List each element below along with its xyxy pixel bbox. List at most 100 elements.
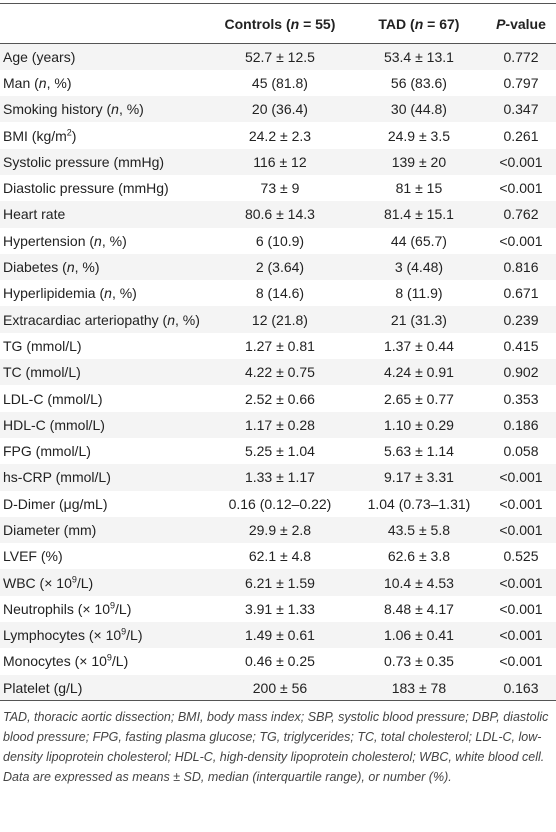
text-run: Hyperlipidemia ( <box>3 285 105 302</box>
text-run: Controls ( <box>224 15 291 32</box>
table-body: Age (years) 52.7 ± 12.5 53.4 ± 13.1 0.772 Ma… <box>0 43 556 701</box>
table-cell: 3 (4.48) <box>394 259 444 276</box>
row-label: HDL-C (mmol/L) <box>3 416 105 433</box>
table-row: hs-CRP (mmol/L) 1.33 ± 1.17 9.17 ± 3.31 <0.… <box>0 464 556 491</box>
table-cell: 183 ± 78 <box>391 679 447 696</box>
table-cell: 52.7 ± 12.5 <box>244 48 315 65</box>
text-run: -value <box>505 15 546 32</box>
text-run: 9 <box>106 652 112 663</box>
table-cell: <0.001 <box>499 180 543 197</box>
row-label: Systolic pressure (mmHg) <box>3 153 165 170</box>
table-cell: 0.73 ± 0.35 <box>383 653 454 670</box>
text-run: n <box>38 74 47 91</box>
table-cell: 200 ± 56 <box>252 679 308 696</box>
table-cell: 53.4 ± 13.1 <box>383 48 454 65</box>
table-row: Systolic pressure (mmHg) 116 ± 12 139 ± 20… <box>0 148 556 175</box>
table-cell: 8.48 ± 4.17 <box>383 600 454 617</box>
table-row: D-Dimer (μg/mL) 0.16 (0.12–0.22) 1.04 (0.7… <box>0 491 556 517</box>
table-cell: 24.9 ± 3.5 <box>387 127 451 144</box>
table-row: Platelet (g/L) 200 ± 56 183 ± 78 0.163 <box>0 674 556 701</box>
table-cell: 1.27 ± 0.81 <box>244 337 315 354</box>
text-run: 9 <box>71 573 77 584</box>
data-table: Controls (n = 55) TAD (n = 67) P-value Age… <box>0 3 556 701</box>
text-run: n <box>111 101 119 118</box>
table-cell: 20 (36.4) <box>251 101 308 118</box>
table-cell: 2 (3.64) <box>255 259 305 276</box>
text-run: Monocytes (× 10 <box>3 653 107 670</box>
table-cell: 0.762 <box>503 206 539 223</box>
table-cell: 10.4 ± 4.53 <box>383 574 454 591</box>
table-cell: 139 ± 20 <box>391 153 447 170</box>
table-cell: <0.001 <box>499 153 543 170</box>
table-cell: 45 (81.8) <box>251 74 308 91</box>
row-label: D-Dimer (μg/mL) <box>3 495 108 512</box>
table-row: LDL-C (mmol/L) 2.52 ± 0.66 2.65 ± 0.77 0.35… <box>0 385 556 411</box>
header-cell <box>0 4 208 44</box>
table-row: Diastolic pressure (mmHg) 73 ± 9 81 ± 15 <0… <box>0 175 556 201</box>
table-cell: 5.25 ± 1.04 <box>244 443 315 460</box>
page-body: Controls (n = 55) TAD (n = 67) P-value Age… <box>0 3 556 832</box>
text-run: n <box>94 232 102 249</box>
table-cell: 0.16 (0.12–0.22) <box>228 495 332 512</box>
table-header: Controls (n = 55) TAD (n = 67) P-value <box>0 3 556 44</box>
table-cell: 0.46 ± 0.25 <box>244 653 315 670</box>
row-label: Extracardiac arteriopathy (n, %) <box>0 306 208 332</box>
text-run: Diabetes ( <box>3 259 67 276</box>
table-cell: 4.24 ± 0.91 <box>383 364 454 381</box>
text-run: P <box>496 15 506 32</box>
row-label: Lymphocytes (× 109/L) <box>0 622 208 648</box>
row-label: LVEF (%) <box>3 548 63 565</box>
text-run: BMI (kg/m <box>3 127 67 144</box>
row-label: Neutrophils (× 109/L) <box>0 596 208 622</box>
row-label: Monocytes (× 109/L) <box>0 648 208 674</box>
table-row: FPG (mmol/L) 5.25 ± 1.04 5.63 ± 1.14 0.058 <box>0 438 556 464</box>
table-cell: 116 ± 12 <box>253 153 307 170</box>
table-cell: 21 (31.3) <box>390 311 447 328</box>
row-label: Platelet (g/L) <box>3 679 83 696</box>
text-run: = 55) <box>299 15 336 32</box>
table-cell: 1.37 ± 0.44 <box>383 337 454 354</box>
table-row: Age (years) 52.7 ± 12.5 53.4 ± 13.1 0.772 <box>0 43 556 70</box>
table-row: LVEF (%) 62.1 ± 4.8 62.6 ± 3.8 0.525 <box>0 543 556 569</box>
text-run: /L) <box>111 653 129 670</box>
text-run: , %) <box>174 311 200 328</box>
text-run: n <box>104 285 112 302</box>
table-cell: 80.6 ± 14.3 <box>244 206 315 223</box>
row-label: BMI (kg/m2) <box>0 122 208 148</box>
row-label: Smoking history (n, %) <box>0 96 208 122</box>
table-row: BMI (kg/m2) 24.2 ± 2.3 24.9 ± 3.5 0.261 <box>0 122 556 148</box>
table-cell: 30 (44.8) <box>390 101 447 118</box>
text-run: , %) <box>74 259 100 276</box>
table-cell: 29.9 ± 2.8 <box>248 521 312 538</box>
table-cell: 12 (21.8) <box>251 311 308 328</box>
text-run: , %) <box>111 285 137 302</box>
text-run: n <box>290 15 300 32</box>
table-cell: <0.001 <box>499 232 543 249</box>
table-cell: 2.52 ± 0.66 <box>244 390 315 407</box>
text-run: 2 <box>66 126 72 137</box>
table-cell: 5.63 ± 1.14 <box>383 443 454 460</box>
row-label: TG (mmol/L) <box>3 337 82 354</box>
table-cell: 62.1 ± 4.8 <box>248 548 312 565</box>
text-run: Smoking history ( <box>3 101 112 118</box>
row-label: Heart rate <box>3 206 66 223</box>
table-cell: 0.415 <box>503 337 539 354</box>
table-cell: 0.186 <box>503 416 539 433</box>
text-run: Man ( <box>3 74 39 91</box>
table-cell: 0.239 <box>503 311 539 328</box>
table-cell: 62.6 ± 3.8 <box>387 548 451 565</box>
table-cell: 1.10 ± 0.29 <box>383 416 454 433</box>
table-cell: 0.353 <box>503 390 539 407</box>
table-row: Man (n, %) 45 (81.8) 56 (83.6) 0.797 <box>0 70 556 96</box>
header-cell: TAD (n = 67) <box>352 4 486 44</box>
row-label: Diameter (mm) <box>3 521 97 538</box>
header-row: Controls (n = 55) TAD (n = 67) P-value <box>0 3 556 44</box>
text-run: Hypertension ( <box>3 232 95 249</box>
row-label: Hypertension (n, %) <box>0 228 208 254</box>
table-cell: <0.001 <box>499 653 543 670</box>
header-cell: Controls (n = 55) <box>208 4 352 44</box>
table-cell: 73 ± 9 <box>260 180 300 197</box>
text-run: 9 <box>110 600 116 611</box>
table-row: HDL-C (mmol/L) 1.17 ± 0.28 1.10 ± 0.29 0.18… <box>0 411 556 438</box>
